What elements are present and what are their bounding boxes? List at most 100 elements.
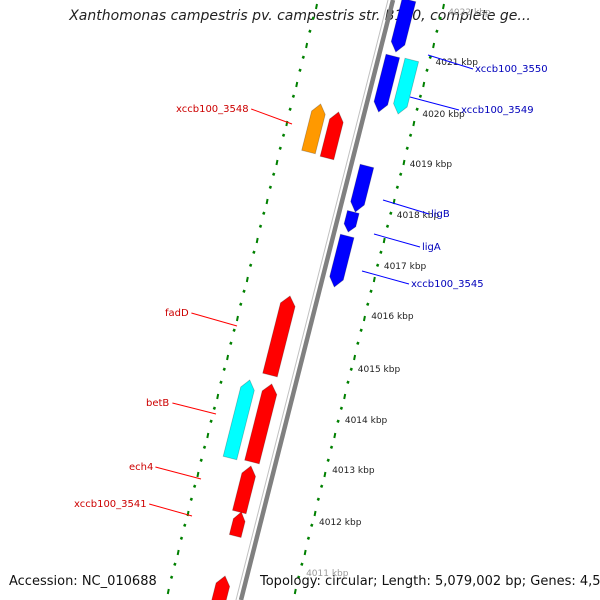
forward-tick-mark <box>252 250 256 254</box>
reverse-tick-mark <box>310 523 314 527</box>
scale-label: 4014 kbp <box>345 416 388 426</box>
reverse-tick-mark <box>442 3 445 10</box>
reverse-tick-mark <box>293 588 297 595</box>
reverse-tick-mark <box>353 354 357 361</box>
forward-tick-mark <box>262 211 266 215</box>
forward-tick-mark <box>206 432 210 439</box>
reverse-gene-label: xccb100_3550 <box>475 64 548 75</box>
forward-tick-mark <box>199 458 203 462</box>
forward-tick-mark <box>301 55 305 59</box>
reverse-tick-mark <box>428 55 432 59</box>
reverse-leader-line <box>409 96 460 111</box>
reverse-leader-line <box>361 270 410 285</box>
reverse-tick-mark <box>300 562 304 566</box>
reverse-tick-mark <box>366 302 370 306</box>
forward-tick-mark <box>295 81 299 88</box>
reverse-tick-mark <box>329 445 334 449</box>
reverse-tick-mark <box>412 120 416 127</box>
forward-tick-mark <box>176 549 180 556</box>
forward-tick-mark <box>248 263 253 267</box>
forward-tick-mark <box>258 224 263 228</box>
gene-arrow <box>228 511 246 538</box>
scale-label: 4020 kbp <box>422 110 465 120</box>
reverse-tick-mark <box>349 367 353 371</box>
gene-arrow <box>393 57 420 115</box>
forward-tick-mark <box>281 133 286 137</box>
gene-arrow <box>319 111 344 161</box>
gene-arrow <box>329 233 355 288</box>
reverse-tick-mark <box>323 471 327 478</box>
forward-tick-mark <box>166 588 170 595</box>
gene-arrow <box>350 163 375 213</box>
reverse-gene-label: xccb100_3545 <box>411 279 484 290</box>
forward-tick-mark <box>305 42 309 49</box>
reverse-tick-mark <box>313 510 317 517</box>
scale-label: 4022 kbp <box>448 8 491 18</box>
reverse-tick-mark <box>356 341 360 345</box>
forward-tick-mark <box>265 198 269 205</box>
reverse-tick-mark <box>296 575 301 579</box>
reverse-tick-mark <box>375 263 380 267</box>
forward-leader-line <box>172 402 217 415</box>
forward-tick-mark <box>298 68 302 72</box>
scale-label: 4013 kbp <box>332 466 375 476</box>
forward-gene-label: betB <box>146 398 169 409</box>
scale-label: 4015 kbp <box>358 365 401 375</box>
reverse-tick-mark <box>402 159 406 166</box>
forward-tick-mark <box>308 29 312 33</box>
reverse-leader-line <box>382 199 430 215</box>
reverse-gene-label: xccb100_3549 <box>461 105 534 116</box>
forward-tick-mark <box>255 237 259 244</box>
reverse-tick-mark <box>372 276 376 283</box>
gene-arrow <box>232 465 256 515</box>
forward-tick-mark <box>226 354 230 361</box>
scale-label: 4012 kbp <box>319 518 362 528</box>
reverse-tick-mark <box>418 94 423 98</box>
forward-gene-label: fadD <box>165 308 189 319</box>
reverse-tick-mark <box>333 432 337 439</box>
gene-arrow <box>211 575 231 600</box>
gene-arrow <box>390 0 417 53</box>
forward-tick-mark <box>291 94 296 98</box>
forward-tick-mark <box>192 484 197 488</box>
scale-label: 4016 kbp <box>371 312 414 322</box>
reverse-gene-label: ligB <box>431 209 450 220</box>
reverse-tick-mark <box>382 237 386 244</box>
reverse-tick-mark <box>405 146 409 150</box>
forward-tick-mark <box>235 315 239 322</box>
forward-tick-mark <box>169 575 174 579</box>
reverse-tick-mark <box>339 406 344 410</box>
forward-tick-mark <box>196 471 200 478</box>
reverse-tick-mark <box>425 68 429 72</box>
genome-backbone <box>238 0 396 600</box>
gene-arrow <box>222 379 255 461</box>
reverse-tick-mark <box>422 81 426 88</box>
forward-gene-label: xccb100_3541 <box>74 499 147 510</box>
forward-tick-mark <box>311 16 315 20</box>
forward-tick-mark <box>219 380 223 384</box>
reverse-tick-mark <box>306 536 311 540</box>
forward-tick-mark <box>212 406 217 410</box>
scale-label: 4019 kbp <box>410 160 453 170</box>
forward-tick-mark <box>239 302 243 306</box>
forward-tick-mark <box>202 445 207 449</box>
genome-stats-text: Topology: circular; Length: 5,079,002 bp… <box>260 574 600 589</box>
forward-tick-mark <box>242 289 246 293</box>
forward-leader-line <box>155 466 202 480</box>
reverse-tick-mark <box>408 133 413 137</box>
reverse-tick-mark <box>362 315 366 322</box>
gene-arrow <box>262 295 296 378</box>
forward-leader-line <box>191 312 238 327</box>
forward-tick-mark <box>245 276 249 283</box>
reverse-tick-mark <box>389 211 393 215</box>
forward-tick-mark <box>232 328 236 332</box>
scale-label: 4018 kbp <box>397 211 440 221</box>
backbone-shadow <box>235 0 389 600</box>
forward-tick-mark <box>272 172 276 176</box>
forward-gene-label: ech4 <box>129 462 153 473</box>
reverse-tick-mark <box>415 107 419 111</box>
forward-tick-mark <box>179 536 184 540</box>
forward-leader-line <box>149 503 193 517</box>
reverse-tick-mark <box>343 393 347 400</box>
